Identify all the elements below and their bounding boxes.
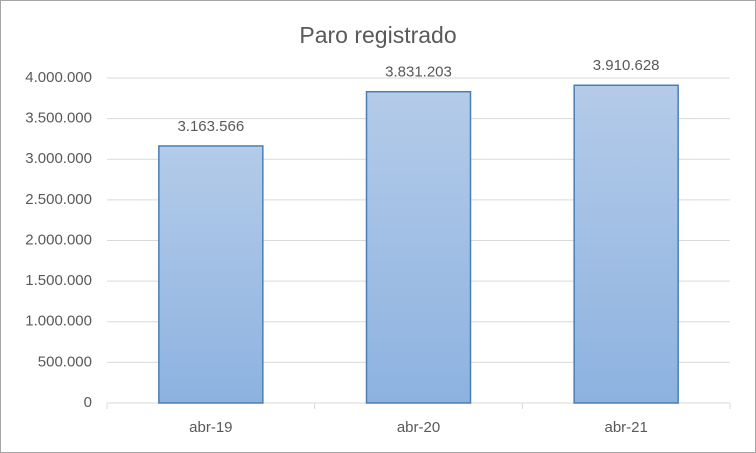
x-tick-label: abr-20	[397, 419, 440, 436]
value-label: 3.831.203	[385, 64, 452, 81]
y-tick-label: 3.000.000	[25, 150, 92, 167]
y-tick-label: 1.000.000	[25, 313, 92, 330]
chart-title: Paro registrado	[299, 22, 456, 48]
y-tick-label: 3.500.000	[25, 110, 92, 127]
value-label: 3.910.628	[593, 57, 660, 74]
bar	[365, 90, 472, 404]
x-tick-label: abr-19	[189, 419, 232, 436]
y-tick-label: 0	[84, 394, 92, 411]
bar	[158, 145, 264, 404]
y-tick-label: 500.000	[38, 353, 92, 370]
y-tick-label: 4.000.000	[25, 69, 92, 86]
y-tick-label: 1.500.000	[25, 272, 92, 289]
x-tick-label: abr-21	[604, 419, 647, 436]
bar	[573, 84, 679, 404]
y-tick-label: 2.000.000	[25, 231, 92, 248]
y-tick-label: 2.500.000	[25, 191, 92, 208]
value-label: 3.163.566	[177, 118, 244, 135]
